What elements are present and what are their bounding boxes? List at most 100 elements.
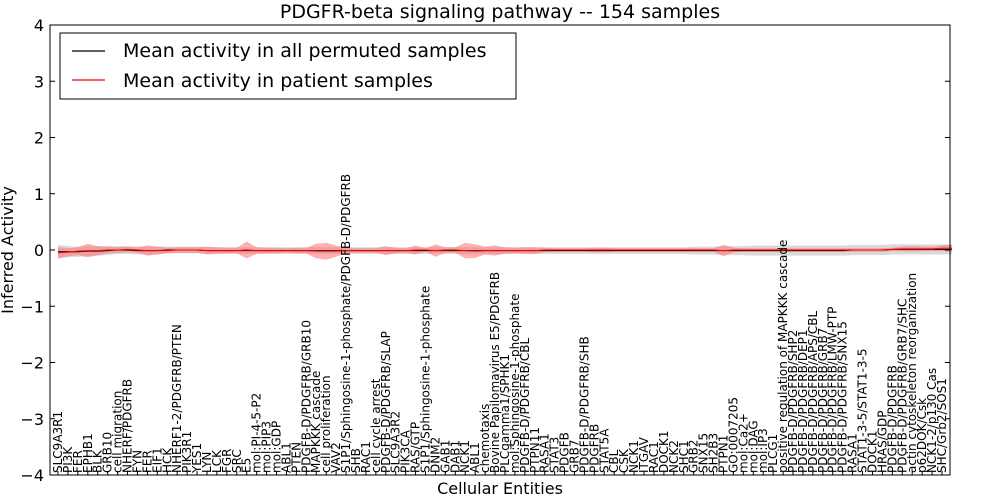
x-tick-label: mol:IP3 bbox=[756, 428, 770, 473]
x-tick-label: STAT5A bbox=[597, 428, 611, 473]
x-tick-label: LYN bbox=[200, 452, 214, 473]
patient-mean-line bbox=[57, 247, 952, 254]
x-tick-label: EPHB1 bbox=[81, 433, 95, 473]
y-tick-label: −3 bbox=[20, 410, 44, 429]
x-tick-label: RASA1 bbox=[846, 433, 860, 473]
x-tick-label: DNM2 bbox=[428, 437, 442, 473]
x-tick-label: GRB7 bbox=[568, 439, 582, 473]
x-tick-label: GRB10 bbox=[101, 432, 115, 473]
x-tick-label: NCK1-2/p130 Cas bbox=[925, 368, 939, 473]
y-axis-label: Inferred Activity bbox=[0, 186, 17, 314]
legend-label-patient: Mean activity in patient samples bbox=[123, 70, 433, 92]
x-tick-label: GO:0007205 bbox=[726, 397, 740, 473]
x-tick-label: SNX15 bbox=[697, 433, 711, 473]
x-tick-label: PDGFB-D/PDGFRB/SNX15 bbox=[836, 321, 850, 473]
x-tick-label: RAC1 bbox=[647, 441, 661, 473]
x-tick-label: chemotaxis bbox=[478, 404, 492, 473]
x-tick-label: Bovine Papilomavirus E5/PDGFRB bbox=[488, 272, 502, 473]
x-tick-label: NCK1 bbox=[627, 440, 641, 473]
y-tick-label: −4 bbox=[20, 466, 44, 485]
x-tick-label: PDGFB-D/PDGFRB/DEP1 bbox=[796, 329, 810, 473]
x-tick-label: PLCgamma1/SPHK1 bbox=[498, 354, 512, 473]
x-tick-label: NCK2 bbox=[667, 440, 681, 473]
x-tick-label: PDGFRB bbox=[587, 424, 601, 473]
x-tick-label: SH2B3 bbox=[707, 433, 721, 473]
y-tick-label: −2 bbox=[20, 354, 44, 373]
y-tick-label: 4 bbox=[34, 16, 44, 35]
x-tick-label: FER bbox=[71, 450, 85, 473]
x-tick-label: PDGFB bbox=[558, 432, 572, 473]
x-tick-label: mol:PI-4-5-P2 bbox=[250, 393, 264, 473]
x-tick-label: NCK1 bbox=[458, 440, 472, 473]
y-tick-label: 0 bbox=[34, 241, 44, 260]
x-tick-label: mol:GDP bbox=[270, 421, 284, 473]
x-tick-label: SHC1 bbox=[677, 440, 691, 473]
x-tick-label: MAPKKK cascade bbox=[309, 371, 323, 473]
x-tick-label: CBL bbox=[607, 449, 621, 473]
x-tick-label: p62DOK/Csk bbox=[915, 398, 929, 473]
x-tick-label: FER bbox=[140, 450, 154, 473]
x-tick-label: PTEN bbox=[289, 442, 303, 473]
x-tick-label: cell cycle arrest bbox=[369, 378, 383, 473]
x-tick-label: S1P1/Sphingosine-1-phosphate/PDGFB-D/PDG… bbox=[339, 174, 353, 473]
x-tick-label: PDGFB-D/PDGFRB/GRB10 bbox=[299, 320, 313, 473]
x-tick-label: S1P1/Sphingosine-1-phosphate bbox=[419, 286, 433, 473]
x-tick-label: PIK3R1 bbox=[180, 431, 194, 473]
x-tick-label: PDGFB-D/PDGFRB/SHB bbox=[577, 336, 591, 473]
x-tick-label: PTPN11 bbox=[528, 427, 542, 473]
x-tick-label: ABL1 bbox=[468, 442, 482, 473]
x-tick-label: SRC bbox=[230, 449, 244, 473]
x-tick-label: PDGFB-D/PDGFRB/SLAP bbox=[379, 331, 393, 473]
x-tick-label: PDGFB-D/PDGFRB/SHP2 bbox=[786, 330, 800, 473]
x-tick-label: RAC1 bbox=[359, 441, 373, 473]
x-tick-label: PDGFB-D/PDGFRB/LMW-PTP bbox=[826, 307, 840, 473]
x-tick-label: PDGFB-D/PDGFRB/GRB7/SHC bbox=[895, 299, 909, 473]
x-tick-label: STAT1-3-5/STAT1-3-5 bbox=[856, 349, 870, 473]
x-tick-label: PTPN1 bbox=[717, 435, 731, 473]
x-tick-label: mol:DAG bbox=[746, 420, 760, 473]
x-tick-label: HCK bbox=[160, 447, 174, 473]
x-tick-label: LCK bbox=[210, 449, 224, 473]
y-tick-label: 3 bbox=[34, 72, 44, 91]
x-tick-label: PDGFB-D/PDGFRB/CBL bbox=[518, 338, 532, 473]
legend-box bbox=[59, 32, 517, 100]
x-tick-label: HRAS/GDP bbox=[875, 410, 889, 473]
x-tick-label: YES1 bbox=[190, 443, 204, 474]
x-tick-label: VAV2 bbox=[329, 442, 343, 473]
x-tick-label: DOCK1 bbox=[866, 430, 880, 473]
x-tick-label: actin cytoskeleton reorganization bbox=[905, 273, 919, 473]
x-tick-label: PLCG1 bbox=[766, 434, 780, 473]
x-tick-label: GAB1 bbox=[438, 440, 452, 473]
series-lines bbox=[57, 247, 952, 254]
x-tick-label: positive regulation of MAPKKK cascade bbox=[776, 240, 790, 473]
x-tick-label: RAS/GTP bbox=[409, 422, 423, 473]
y-tick-label: 1 bbox=[34, 185, 44, 204]
x-tick-label: STAT3 bbox=[548, 437, 562, 473]
x-tick-label: SLC9A3R2 bbox=[389, 411, 403, 473]
x-tick-label: EIF1 bbox=[150, 447, 164, 473]
x-tick-label: mol:Sphingosine-1-phosphate bbox=[508, 294, 522, 474]
x-tick-label: NHERF/PDGFRB bbox=[121, 379, 135, 473]
x-tick-label: cell migration bbox=[111, 391, 125, 473]
legend-label-permuted: Mean activity in all permuted samples bbox=[123, 40, 486, 62]
x-tick-label: ABL1 bbox=[279, 442, 293, 473]
x-tick-label: mol:PIP3 bbox=[260, 421, 274, 473]
x-tick-label: PDGFB-D/PDGFRB bbox=[885, 365, 899, 473]
x-tick-label: FGR bbox=[220, 448, 234, 473]
chart-title: PDGFR-beta signaling pathway -- 154 samp… bbox=[280, 1, 720, 23]
y-tick-label: −1 bbox=[20, 297, 44, 316]
x-tick-label: cell proliferation bbox=[319, 375, 333, 473]
x-tick-label: PIK3CA bbox=[399, 429, 413, 473]
x-tick-label: mol:Ca2+ bbox=[736, 413, 750, 473]
x-tick-label: NHERF1-2/PDGFRB/PTEN bbox=[170, 324, 184, 473]
x-tick-label: ITGAV bbox=[637, 436, 651, 473]
x-tick-label: DOCK1 bbox=[657, 430, 671, 473]
x-tick-label: BLK bbox=[91, 449, 105, 473]
x-tick-label: FYN bbox=[131, 450, 145, 473]
x-tick-label: DAB1 bbox=[448, 440, 462, 473]
x-tick-label: RASA1 bbox=[538, 433, 552, 473]
x-tick-label: PDGFB-D/PDGFRB/APS/CBL bbox=[806, 310, 820, 473]
x-tick-label: SHC/Grb2/SOS1 bbox=[935, 378, 949, 473]
